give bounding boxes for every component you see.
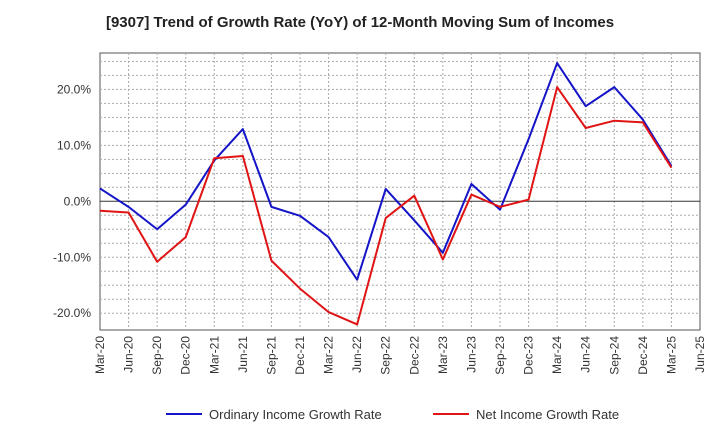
x-tick-label: Mar-23 (436, 336, 450, 374)
x-tick-label: Mar-21 (207, 336, 221, 374)
legend-label: Ordinary Income Growth Rate (209, 407, 382, 422)
x-tick-label: Sep-21 (264, 336, 278, 375)
chart-title: [9307] Trend of Growth Rate (YoY) of 12-… (105, 14, 615, 31)
x-tick-label: Dec-22 (407, 336, 421, 375)
y-tick-label: 10.0% (57, 138, 91, 152)
x-tick-label: Jun-22 (350, 336, 364, 373)
x-tick-label: Sep-20 (150, 336, 164, 375)
x-tick-label: Jun-24 (579, 336, 593, 373)
series-line-ordinary-income (99, 62, 673, 281)
x-tick-label: Dec-20 (179, 336, 193, 375)
series-line-net-income (99, 86, 673, 326)
y-tick-label: -20.0% (53, 306, 91, 320)
x-tick-label: Jun-20 (122, 336, 136, 373)
y-tick-label: -10.0% (53, 250, 91, 264)
x-tick-label: Dec-24 (636, 336, 650, 375)
x-tick-label: Sep-24 (607, 336, 621, 375)
x-tick-label: Sep-23 (493, 336, 507, 375)
x-tick-label: Dec-21 (293, 336, 307, 375)
x-tick-label: Jun-25 (693, 336, 707, 373)
x-tick-label: Jun-21 (236, 336, 250, 373)
x-tick-label: Dec-23 (522, 336, 536, 375)
y-tick-label: 20.0% (57, 82, 91, 96)
x-tick-label: Mar-22 (322, 336, 336, 374)
x-tick-label: Mar-20 (93, 336, 107, 374)
plot-area (99, 52, 701, 331)
y-tick-label: 0.0% (64, 194, 92, 208)
x-tick-label: Mar-24 (550, 336, 564, 374)
legend-label: Net Income Growth Rate (476, 407, 619, 422)
x-tick-label: Jun-23 (464, 336, 478, 373)
x-tick-label: Sep-22 (379, 336, 393, 375)
x-tick-label: Mar-25 (664, 336, 678, 374)
